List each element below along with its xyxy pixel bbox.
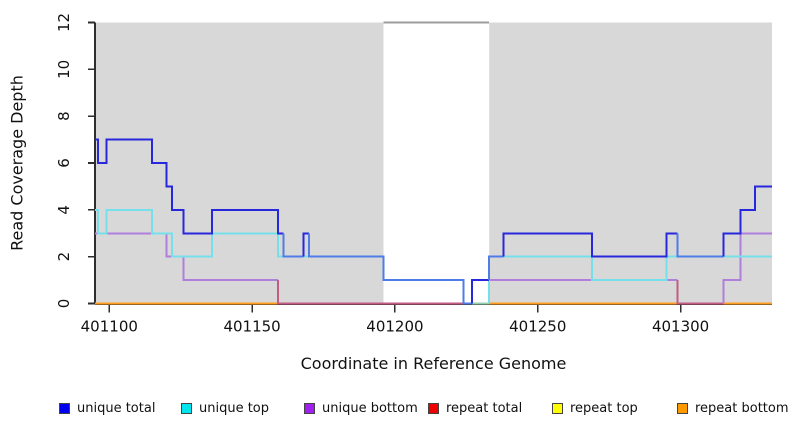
legend-label: unique top bbox=[199, 400, 270, 416]
series-path bbox=[95, 138, 284, 235]
series-path bbox=[676, 280, 724, 305]
legend-swatch-unique-bottom bbox=[304, 402, 315, 414]
series-path bbox=[488, 255, 504, 281]
y-tick-label: 4 bbox=[55, 205, 73, 215]
series-path bbox=[282, 233, 304, 258]
x-axis-title: Coordinate in Reference Genome bbox=[300, 354, 567, 373]
series-unique-total bbox=[95, 138, 772, 305]
y-tick-label: 2 bbox=[55, 252, 73, 262]
legend-item-repeat-bottom: repeat bottom bbox=[677, 400, 789, 416]
legend-label: repeat total bbox=[446, 400, 523, 416]
series-path bbox=[276, 280, 473, 305]
legend: unique total unique top unique bottom repea… bbox=[0, 400, 792, 420]
legend-swatch-repeat-bottom bbox=[677, 402, 688, 414]
legend-swatch-unique-top bbox=[181, 402, 192, 414]
legend-label: unique bottom bbox=[322, 400, 418, 416]
series-path bbox=[722, 185, 772, 257]
y-tick-label: 8 bbox=[55, 111, 73, 121]
y-tick-label: 0 bbox=[55, 299, 73, 309]
legend-swatch-repeat-top bbox=[552, 402, 563, 414]
series-path bbox=[302, 232, 310, 257]
x-tick-label: 401300 bbox=[652, 318, 709, 336]
series-path bbox=[722, 232, 772, 304]
legend-item-unique-top: unique top bbox=[181, 400, 269, 416]
legend-item-repeat-top: repeat top bbox=[552, 400, 638, 416]
x-tick-label: 401150 bbox=[223, 318, 280, 336]
legend-label: repeat top bbox=[570, 400, 638, 416]
series-path bbox=[308, 233, 473, 305]
x-tick-label: 401250 bbox=[509, 318, 566, 336]
series-path bbox=[676, 233, 724, 258]
y-tick-label: 6 bbox=[55, 158, 73, 168]
masked-region bbox=[383, 22, 490, 304]
y-tick-label: 12 bbox=[55, 13, 73, 32]
axes: 0 2 4 6 8 10 12 401100 401150 401200 401250 401300 bbox=[55, 13, 772, 336]
legend-label: unique total bbox=[77, 400, 156, 416]
legend-label: repeat bottom bbox=[695, 400, 789, 416]
x-tick-label: 401200 bbox=[366, 318, 423, 336]
legend-swatch-unique-total bbox=[59, 402, 70, 414]
legend-swatch-repeat-total bbox=[428, 402, 439, 414]
y-tick-label: 10 bbox=[55, 60, 73, 79]
series-path bbox=[471, 279, 490, 304]
legend-item-unique-bottom: unique bottom bbox=[304, 400, 418, 416]
x-tick-label: 401100 bbox=[81, 318, 138, 336]
y-axis-title: Read Coverage Depth bbox=[7, 75, 27, 251]
legend-item-repeat-total: repeat total bbox=[428, 400, 522, 416]
series-path bbox=[502, 232, 678, 258]
legend-item-unique-total: unique total bbox=[59, 400, 155, 416]
